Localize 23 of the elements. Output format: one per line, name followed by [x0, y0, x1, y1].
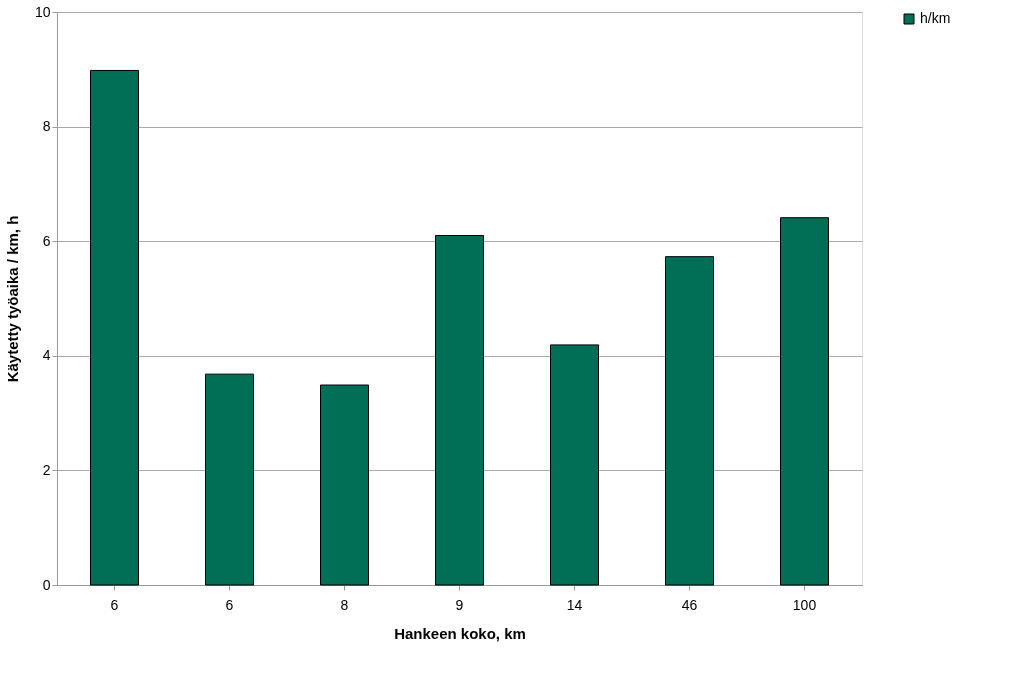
y-tick-label: 2	[42, 461, 51, 478]
y-tick-label: 8	[42, 118, 51, 135]
bar	[550, 344, 599, 586]
x-tick-label: 46	[681, 596, 698, 613]
x-tick-label: 100	[792, 596, 817, 613]
x-tick-label: 6	[110, 596, 119, 613]
bar	[205, 373, 254, 586]
x-tick-label: 6	[225, 596, 234, 613]
x-axis-title: Hankeen koko, km	[394, 624, 526, 642]
bar	[435, 234, 484, 586]
bar	[665, 256, 714, 586]
bar	[90, 69, 139, 586]
bar	[320, 384, 369, 586]
x-tick-label: 8	[340, 596, 349, 613]
y-tick-label: 0	[42, 576, 51, 593]
x-tick-label: 14	[566, 596, 583, 613]
y-tick-label: 4	[42, 347, 51, 364]
legend-label: h/km	[920, 10, 951, 26]
y-axis-title: Käytetty työaika / km, h	[3, 215, 21, 383]
y-tick-label: 10	[34, 3, 51, 20]
x-tick-label: 9	[455, 596, 464, 613]
bar	[780, 217, 829, 586]
y-tick-label: 6	[42, 232, 51, 249]
